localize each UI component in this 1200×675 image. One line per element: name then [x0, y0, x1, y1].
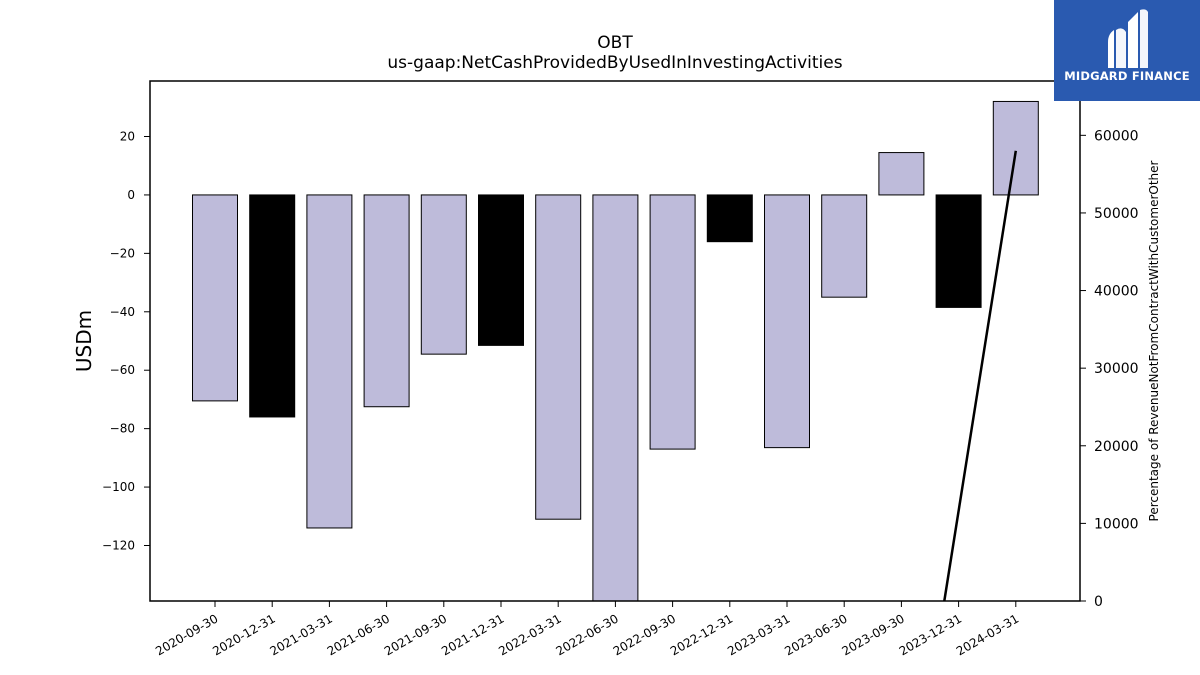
bar-2023-06-30: [821, 194, 868, 298]
y2-axis: 0 10000 20000 30000 40000 50000 60000: [1080, 128, 1139, 610]
bar-2021-06-30: [363, 194, 410, 408]
x-tick-label: 2022-03-31: [496, 611, 563, 658]
bar-2020-09-30: [192, 194, 238, 402]
y-axis-label: USDm: [72, 310, 96, 372]
y-tick-label: −100: [102, 480, 135, 494]
y2-tick-label: 60000: [1094, 128, 1139, 144]
bar-2022-06-30: [592, 194, 639, 602]
x-tick-label: 2024-03-31: [954, 611, 1021, 658]
y2-tick-label: 20000: [1094, 439, 1139, 455]
x-tick-label: 2021-12-31: [439, 611, 506, 658]
y2-tick-label: 30000: [1094, 361, 1139, 377]
y-tick-label: 20: [120, 130, 135, 144]
y2-tick-label: 0: [1094, 594, 1103, 610]
chart-title: OBT: [597, 33, 633, 53]
x-tick-label: 2020-12-31: [210, 611, 277, 658]
chart-subtitle: us-gaap:NetCashProvidedByUsedInInvesting…: [387, 53, 842, 73]
y-axis: 20 0 −20 −40 −60 −80 −100 −120: [102, 130, 150, 552]
x-tick-label: 2022-12-31: [668, 611, 735, 658]
x-tick-label: 2022-09-30: [611, 611, 678, 658]
bar-2021-09-30: [420, 194, 467, 355]
bar-2023-12-31: [935, 194, 982, 308]
y-tick-label: −40: [110, 305, 135, 319]
x-tick-label: 2023-09-30: [839, 611, 906, 658]
y-tick-label: −20: [110, 246, 135, 260]
y2-tick-label: 10000: [1094, 516, 1139, 532]
bar-2021-03-31: [306, 194, 353, 529]
brand-logo: MIDGARD FINANCE: [1054, 0, 1200, 101]
line-layer: [943, 150, 1018, 602]
x-tick-label: 2023-12-31: [897, 611, 964, 658]
x-tick-label: 2020-09-30: [153, 611, 220, 658]
bar-2022-09-30: [649, 194, 696, 450]
midgard-m-icon: [1108, 9, 1148, 68]
secondary-series-line: [943, 150, 1018, 602]
bar-2023-03-31: [764, 194, 810, 449]
x-tick-label: 2021-03-31: [267, 611, 334, 658]
x-tick-label: 2023-03-31: [725, 611, 792, 658]
x-tick-label: 2021-06-30: [325, 611, 392, 658]
y2-tick-label: 50000: [1094, 206, 1139, 222]
bar-2022-03-31: [535, 194, 582, 520]
bar-2023-09-30: [878, 152, 925, 196]
x-tick-label: 2021-09-30: [382, 611, 449, 658]
y-tick-label: −80: [110, 422, 135, 436]
y2-axis-label: Percentage of RevenueNotFromContractWith…: [1147, 160, 1161, 521]
x-tick-label: 2023-06-30: [782, 611, 849, 658]
y2-tick-label: 40000: [1094, 284, 1139, 300]
x-axis: 2020-09-302020-12-312021-03-312021-06-30…: [153, 601, 1021, 658]
bar-2022-12-31: [706, 194, 753, 243]
y-tick-label: −60: [110, 363, 135, 377]
bar-2020-12-31: [249, 194, 296, 418]
x-tick-label: 2022-06-30: [553, 611, 620, 658]
y-tick-label: −120: [102, 538, 135, 552]
bar-2021-12-31: [478, 194, 524, 346]
bar-2024-03-31: [992, 100, 1039, 196]
y-tick-label: 0: [127, 188, 135, 202]
bars: [192, 100, 1039, 602]
brand-name: MIDGARD FINANCE: [1064, 69, 1190, 83]
